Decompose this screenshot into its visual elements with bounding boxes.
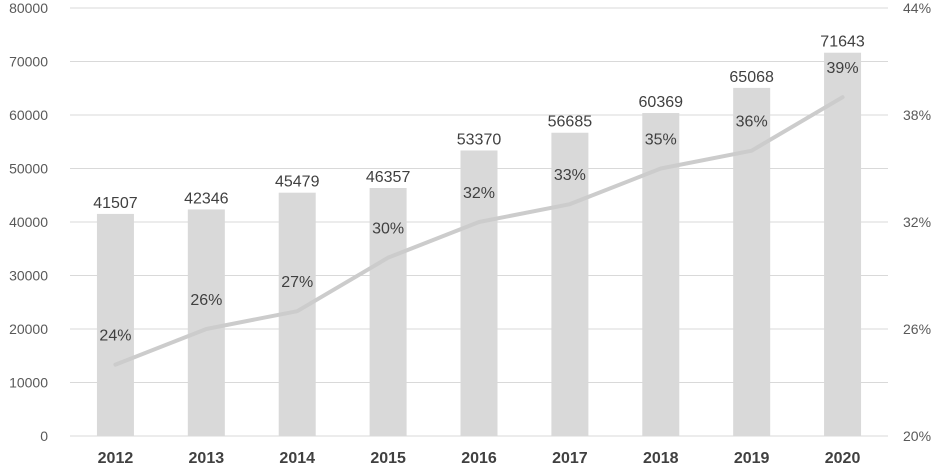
- x-tick-label: 2013: [189, 450, 225, 467]
- bar-data-label: 56685: [548, 114, 593, 131]
- y-right-tick-label: 20%: [903, 428, 931, 444]
- bar-series: [96, 52, 862, 437]
- y-left-tick-label: 40000: [9, 214, 48, 230]
- bar: [96, 213, 134, 436]
- y-left-tick-label: 60000: [9, 107, 48, 123]
- bar: [551, 132, 589, 437]
- line-data-label: 30%: [372, 221, 404, 238]
- x-tick-label: 2012: [98, 450, 134, 467]
- line-series: [113, 95, 845, 367]
- y-left-tick-label: 30000: [9, 268, 48, 284]
- bar-data-label: 46357: [366, 169, 411, 186]
- y-right-tick-label: 32%: [903, 214, 931, 230]
- line-data-label: 35%: [645, 132, 677, 149]
- y-left-tick-label: 70000: [9, 54, 48, 70]
- bar: [460, 150, 498, 436]
- bar-data-label: 41507: [93, 195, 138, 212]
- y-left-tick-label: 10000: [9, 375, 48, 391]
- x-tick-label: 2014: [279, 450, 315, 467]
- bar-data-label: 60369: [639, 94, 684, 111]
- x-tick-label: 2017: [552, 450, 588, 467]
- x-tick-label: 2015: [370, 450, 406, 467]
- x-tick-label: 2018: [643, 450, 679, 467]
- bar: [733, 87, 771, 436]
- line-data-label: 32%: [463, 185, 495, 202]
- bar-data-label: 71643: [820, 34, 865, 51]
- bar-data-label: 45479: [275, 174, 320, 191]
- y-left-tick-label: 80000: [9, 0, 48, 16]
- x-tick-label: 2016: [461, 450, 497, 467]
- left-axis: 0 10000 20000 30000 40000 50000 60000 70000 8000…: [9, 0, 48, 444]
- y-right-tick-label: 26%: [903, 321, 931, 337]
- line-data-label: 24%: [99, 328, 131, 345]
- bar-data-label: 42346: [184, 190, 229, 207]
- y-right-tick-label: 44%: [903, 0, 931, 16]
- bar-data-labels: 41507 42346 45479 46357 53370 56685 60369 65068…: [93, 34, 865, 212]
- x-tick-label: 2020: [825, 450, 861, 467]
- y-right-tick-label: 38%: [903, 107, 931, 123]
- line-data-label: 27%: [281, 274, 313, 291]
- bar: [187, 209, 225, 436]
- y-left-tick-label: 20000: [9, 321, 48, 337]
- x-axis: 2012 2013 2014 2015 2016 2017 2018 2019 2020: [70, 435, 888, 467]
- line-data-labels: 24% 26% 27% 30% 32% 33% 35% 36% 39%: [99, 60, 859, 345]
- line-data-label: 39%: [827, 60, 859, 77]
- line-data-label: 26%: [190, 292, 222, 309]
- bar: [642, 113, 680, 436]
- bar-data-label: 53370: [457, 131, 502, 148]
- line-data-label: 36%: [736, 114, 768, 131]
- bar: [369, 187, 407, 436]
- y-left-tick-label: 50000: [9, 161, 48, 177]
- bar-data-label: 65068: [729, 69, 774, 86]
- line-data-label: 33%: [554, 167, 586, 184]
- bar: [824, 52, 862, 436]
- x-tick-label: 2019: [734, 450, 770, 467]
- right-axis: 20% 26% 32% 38% 44%: [903, 0, 931, 444]
- y-left-tick-label: 0: [40, 428, 48, 444]
